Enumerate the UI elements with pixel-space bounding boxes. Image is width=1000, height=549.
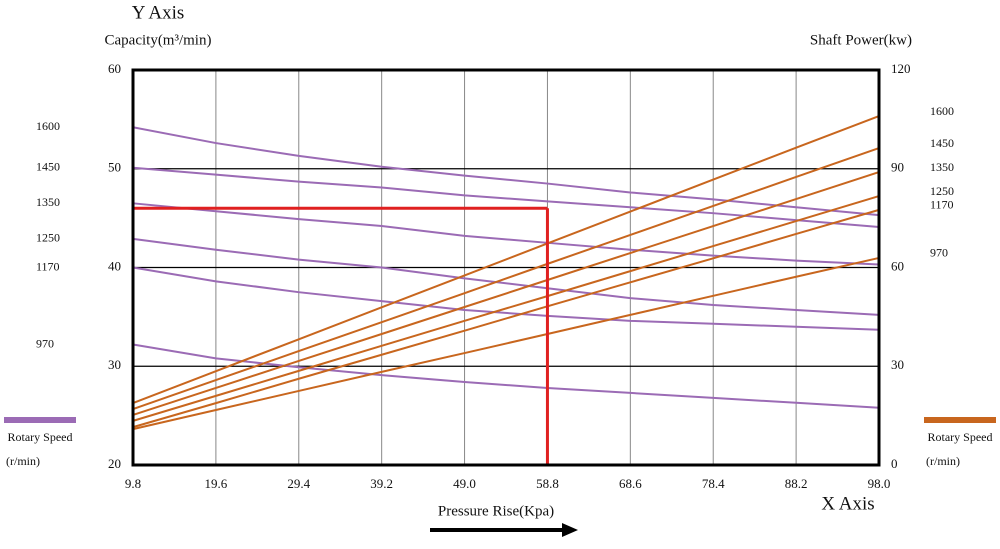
series-label: 1350 (36, 195, 60, 209)
x-tick-label: 39.2 (370, 476, 393, 491)
series-line (132, 115, 880, 405)
x-axis-title: X Axis (821, 493, 874, 514)
series-label: 970 (930, 246, 948, 260)
series-line (132, 195, 880, 422)
series-label: 1170 (930, 198, 954, 212)
x-tick-label: 19.6 (205, 476, 228, 491)
y-tick-label: 30 (108, 357, 121, 372)
legend-unit: (r/min) (6, 454, 40, 468)
series-line (132, 208, 880, 429)
y-tick-label: 50 (108, 160, 121, 175)
y-tick-label: 60 (108, 61, 121, 76)
series-label: 1250 (36, 231, 60, 245)
x-tick-label: 49.0 (453, 476, 476, 491)
series-label: 1600 (930, 104, 954, 118)
x-tick-label: 88.2 (785, 476, 808, 491)
series-label: 1170 (36, 259, 60, 273)
series-line (132, 166, 880, 229)
y2-tick-label: 0 (891, 456, 898, 471)
x-tick-label: 68.6 (619, 476, 642, 491)
series-label: 1450 (36, 160, 60, 174)
plot-frame (131, 68, 881, 467)
y2-tick-label: 30 (891, 357, 904, 372)
y2-tick-label: 90 (891, 160, 904, 175)
series-line (132, 266, 880, 331)
y2-tick-label: 120 (891, 61, 911, 76)
x-tick-label: 29.4 (287, 476, 310, 491)
series-line (132, 343, 880, 409)
x-tick-label: 58.8 (536, 476, 559, 491)
legend-label: Rotary Speed (8, 430, 73, 444)
y-tick-label: 20 (108, 456, 121, 471)
y-tick-label: 40 (108, 258, 121, 273)
series-label: 970 (36, 336, 54, 350)
series-line (132, 126, 880, 217)
y2-axis-label: Shaft Power(kw) (810, 32, 912, 48)
legend-label: Rotary Speed (928, 430, 993, 444)
y-axis-title: Y Axis (132, 2, 185, 23)
x-tick-label: 78.4 (702, 476, 725, 491)
series-label: 1350 (930, 160, 954, 174)
x-tick-label: 98.0 (868, 476, 891, 491)
x-axis-label: Pressure Rise(Kpa) (438, 503, 554, 519)
legend-swatch (4, 417, 76, 423)
series-line (132, 147, 880, 410)
x-tick-label: 9.8 (125, 476, 141, 491)
series-label: 1250 (930, 184, 954, 198)
series-line (132, 256, 880, 431)
legend-swatch (924, 417, 996, 423)
series-label: 1450 (930, 136, 954, 150)
series-line (132, 171, 880, 416)
legend-unit: (r/min) (926, 454, 960, 468)
series-line (132, 237, 880, 316)
series-line (132, 202, 880, 266)
y-axis-label: Capacity(m³/min) (105, 32, 212, 48)
arrow-head (562, 523, 578, 537)
y2-tick-label: 60 (891, 258, 904, 273)
series-label: 1600 (36, 119, 60, 133)
